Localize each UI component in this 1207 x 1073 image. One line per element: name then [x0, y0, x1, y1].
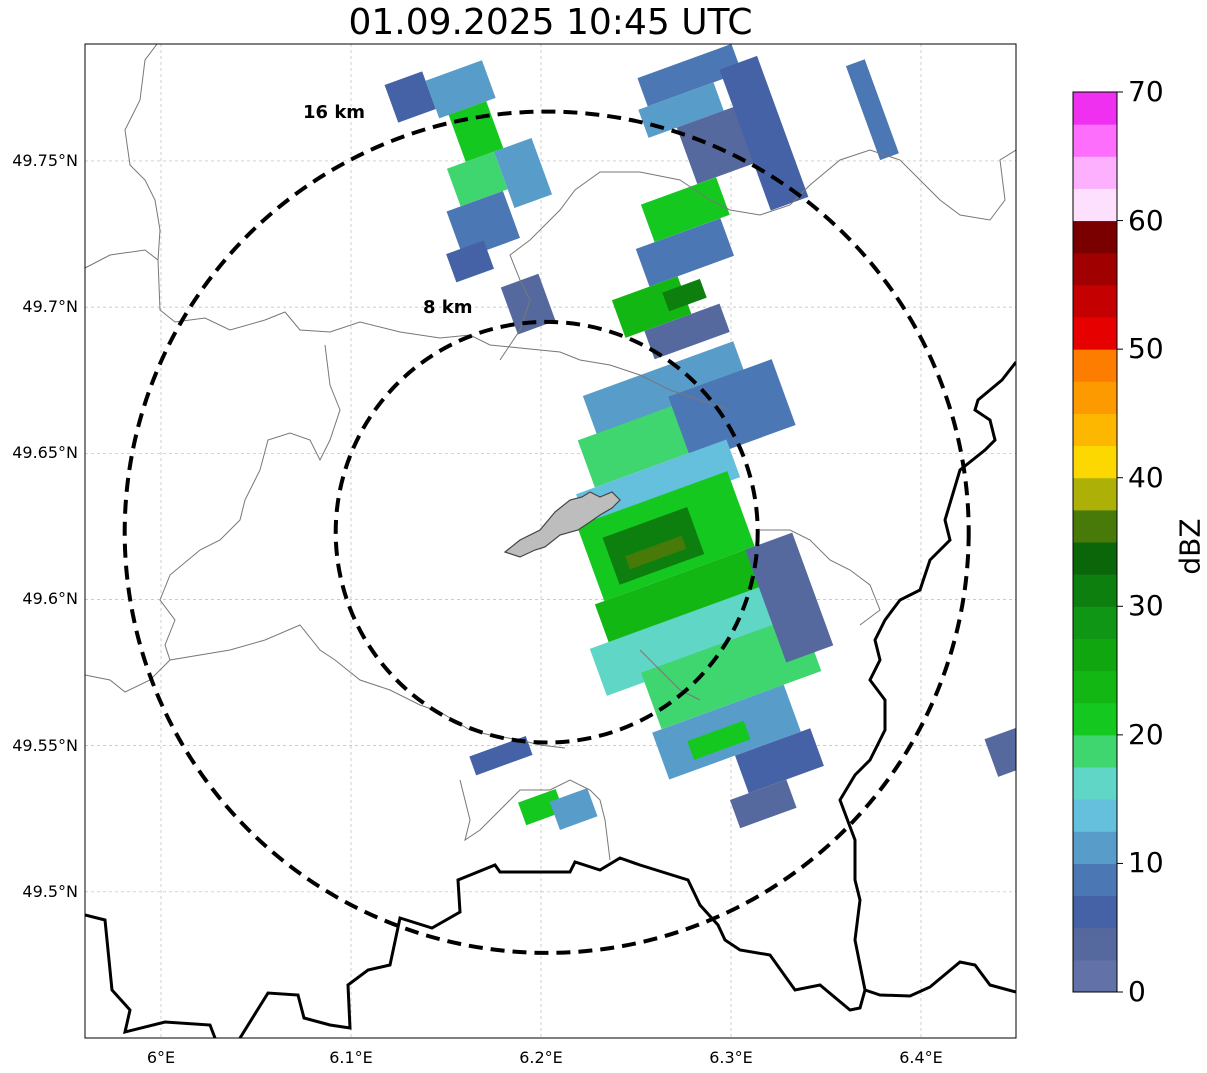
echo-cell: [641, 614, 822, 730]
range-ring: [333, 319, 760, 745]
echo-cell: [729, 779, 797, 829]
colorbar-segment: [1073, 445, 1117, 479]
echo-cell: [577, 402, 699, 488]
echo-cell: [446, 190, 521, 259]
colorbar-segment: [1073, 574, 1117, 607]
colorbar-segment: [1073, 188, 1117, 222]
echo-cell: [668, 359, 796, 463]
echo-cell: [493, 137, 553, 209]
colorbar-tick-label: 50: [1128, 332, 1164, 366]
colorbar-tick-label: 40: [1128, 460, 1164, 494]
colorbar-segment: [1073, 895, 1117, 929]
echo-cell: [15, 374, 35, 398]
lon-tick-label: 6.3°E: [709, 1048, 753, 1067]
colorbar-tick-label: 70: [1128, 75, 1164, 108]
colorbar-segment: [1073, 317, 1117, 350]
colorbar-segment: [1073, 799, 1117, 832]
colorbar-segment: [1073, 959, 1117, 993]
echo-cell: [518, 788, 564, 826]
colorbar-segment: [1073, 927, 1117, 961]
echo-cell: [657, 0, 777, 5]
lon-tick-label: 6.1°E: [329, 1048, 373, 1067]
colorbar: [1072, 91, 1123, 993]
colorbar-segment: [1073, 252, 1117, 286]
echo-cell: [549, 788, 598, 830]
echo-cell: [644, 303, 730, 360]
lon-tick-label: 6°E: [146, 1048, 176, 1067]
ring-label-8km: 8 km: [423, 297, 473, 318]
map-title: 01.09.2025 10:45 UTC: [348, 2, 753, 43]
colorbar-segment: [1073, 124, 1117, 157]
lat-tick-label: 49.7°N: [22, 297, 78, 317]
map-frame: [84, 43, 1017, 1039]
echo-cell: [31, 376, 59, 404]
colorbar-tick-label: 0: [1128, 975, 1146, 1008]
colorbar-tick-label: 10: [1128, 846, 1164, 880]
colorbar-segment: [1073, 477, 1117, 511]
echo-cell: [687, 720, 751, 760]
echo-cell: [576, 439, 741, 532]
lon-tick-label: 6.4°E: [899, 1048, 943, 1067]
colorbar-segment: [1073, 220, 1117, 254]
colorbar-segment: [1073, 831, 1117, 864]
colorbar-segment: [1073, 638, 1117, 672]
colorbar-segment: [1073, 156, 1117, 189]
lat-tick-label: 49.6°N: [22, 589, 78, 609]
colorbar-segment: [1073, 284, 1117, 318]
lat-tick-label: 49.75°N: [12, 150, 78, 170]
colorbar-segment: [1073, 413, 1117, 447]
colorbar-segment: [1073, 606, 1117, 639]
colorbar-tick-label: 20: [1128, 717, 1164, 751]
echo-cell: [745, 532, 834, 663]
echo-cell: [984, 701, 1016, 777]
echo-cell: [425, 60, 496, 119]
echo-cell: [735, 728, 824, 794]
echo-cell: [384, 71, 436, 123]
colorbar-segment: [1073, 509, 1117, 543]
lat-tick-label: 49.65°N: [12, 443, 78, 463]
commune-boundaries: [85, 44, 1016, 861]
echo-cell: [845, 59, 899, 161]
national-border: [85, 361, 1016, 1038]
echo-cell: [469, 736, 533, 776]
lat-tick-label: 49.55°N: [12, 735, 78, 755]
colorbar-segment: [1073, 767, 1117, 800]
echo-cell: [719, 55, 809, 211]
lat-tick-label: 49.5°N: [22, 881, 78, 901]
range-ring: [122, 109, 971, 955]
colorbar-label: dBZ: [1173, 518, 1207, 575]
echo-cell: [637, 44, 742, 107]
range-rings: [122, 109, 971, 955]
urban-area: [503, 491, 621, 558]
echo-cell: [640, 177, 730, 243]
colorbar-segment: [1073, 349, 1117, 382]
colorbar-segment: [1073, 702, 1117, 736]
colorbar-segment: [1073, 863, 1117, 897]
echo-cell: [635, 218, 735, 287]
echo-cell: [625, 535, 687, 570]
colorbar-segment: [1073, 381, 1117, 414]
echo-cell: [638, 82, 724, 138]
lon-tick-label: 6.2°E: [519, 1048, 563, 1067]
ring-label-16km: 16 km: [303, 102, 366, 123]
colorbar-segment: [1073, 670, 1117, 704]
colorbar-segment: [1073, 734, 1117, 768]
echo-cell: [446, 151, 508, 207]
colorbar-tick-label: 30: [1128, 589, 1164, 623]
colorbar-segment: [1073, 542, 1117, 575]
colorbar-tick-label: 60: [1128, 203, 1164, 237]
colorbar-segment: [1073, 92, 1117, 125]
echo-cell: [446, 240, 494, 283]
echo-cell: [662, 278, 707, 312]
colorbar-frame: [1072, 91, 1118, 993]
